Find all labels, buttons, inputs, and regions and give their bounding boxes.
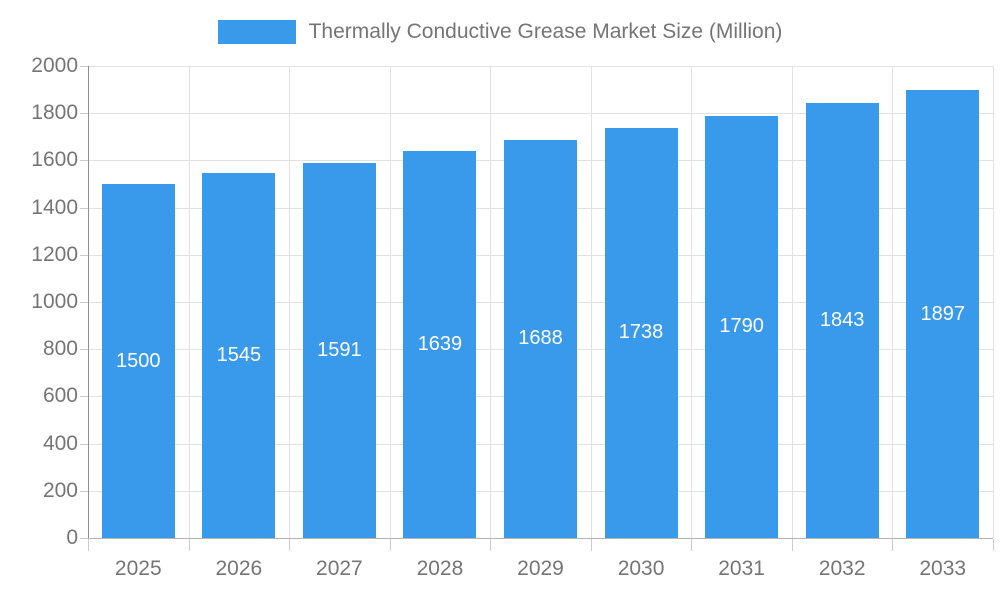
bar-value-label: 1738 <box>618 321 664 344</box>
x-tick-label: 2028 <box>416 557 464 580</box>
x-tick-label: 2030 <box>617 557 665 580</box>
gridline-vertical <box>791 66 793 538</box>
x-axis-tick <box>590 539 592 551</box>
x-axis-tick <box>490 539 492 551</box>
bar-value-label: 1897 <box>920 302 965 325</box>
x-axis-tick <box>993 539 994 551</box>
bar-value-label: 1790 <box>719 315 764 338</box>
x-tick-label: 2032 <box>818 557 866 580</box>
y-tick-label: 400 <box>42 431 78 455</box>
legend-swatch-icon <box>217 20 296 44</box>
bar: 1639 <box>403 151 477 538</box>
x-tick-label: 2031 <box>718 557 765 580</box>
bar-value-label: 1688 <box>518 327 563 350</box>
gridline-vertical <box>691 66 693 538</box>
x-tick-label: 2025 <box>114 557 162 580</box>
y-axis-tick <box>80 207 88 209</box>
bar-value-label: 1545 <box>216 344 262 367</box>
legend-label: Thermally Conductive Grease Market Size … <box>308 20 783 43</box>
gridline-vertical <box>590 66 592 538</box>
bar: 1897 <box>906 90 980 538</box>
x-axis-tick <box>389 539 391 551</box>
x-tick-label: 2026 <box>215 557 263 580</box>
y-axis-tick <box>80 113 88 115</box>
gridline-vertical <box>490 66 492 538</box>
x-axis-tick <box>691 539 693 551</box>
gridline-horizontal <box>88 113 993 115</box>
y-axis-tick <box>80 160 88 162</box>
gridline-vertical <box>188 66 190 538</box>
legend[interactable]: Thermally Conductive Grease Market Size … <box>0 20 1000 44</box>
bar-value-label: 1591 <box>317 338 362 361</box>
x-tick-label: 2029 <box>517 557 564 580</box>
gridline-horizontal <box>88 66 993 67</box>
y-axis-tick <box>80 396 88 398</box>
y-tick-label: 1600 <box>31 148 78 172</box>
bar-value-label: 1639 <box>417 333 463 356</box>
bar-value-label: 1500 <box>116 349 161 372</box>
y-axis-line <box>88 66 89 538</box>
bar: 1688 <box>504 139 577 538</box>
y-tick-label: 1400 <box>31 195 78 219</box>
x-axis-tick <box>892 539 894 551</box>
y-axis-tick <box>80 538 88 539</box>
y-tick-label: 1200 <box>31 242 78 266</box>
bar: 1500 <box>101 184 175 538</box>
bar: 1790 <box>705 115 779 538</box>
x-axis-tick <box>188 539 190 551</box>
y-tick-label: 600 <box>42 384 78 408</box>
x-tick-label: 2027 <box>316 557 363 580</box>
y-tick-label: 800 <box>42 337 78 361</box>
bar: 1545 <box>202 173 276 538</box>
x-axis-tick <box>88 539 89 551</box>
x-axis-tick <box>791 539 793 551</box>
bar: 1738 <box>604 127 678 538</box>
y-tick-label: 0 <box>66 526 78 549</box>
x-axis-tick <box>289 539 291 551</box>
bar-value-label: 1843 <box>819 309 865 332</box>
gridline-vertical <box>289 66 291 538</box>
y-axis-tick <box>80 490 88 492</box>
bar: 1843 <box>805 103 879 538</box>
gridline-vertical <box>993 66 994 538</box>
x-axis-line <box>88 538 993 539</box>
y-axis-tick <box>80 66 88 67</box>
y-tick-label: 1000 <box>31 290 78 313</box>
y-tick-label: 2000 <box>31 54 78 77</box>
y-axis-tick <box>80 349 88 351</box>
y-axis-tick <box>80 254 88 256</box>
y-axis-tick <box>80 302 88 303</box>
gridline-vertical <box>892 66 894 538</box>
y-tick-label: 1800 <box>31 101 78 125</box>
y-tick-label: 200 <box>42 478 78 502</box>
gridline-vertical <box>389 66 391 538</box>
x-tick-label: 2033 <box>919 557 967 580</box>
bar: 1591 <box>302 162 376 538</box>
y-axis-tick <box>80 443 88 445</box>
